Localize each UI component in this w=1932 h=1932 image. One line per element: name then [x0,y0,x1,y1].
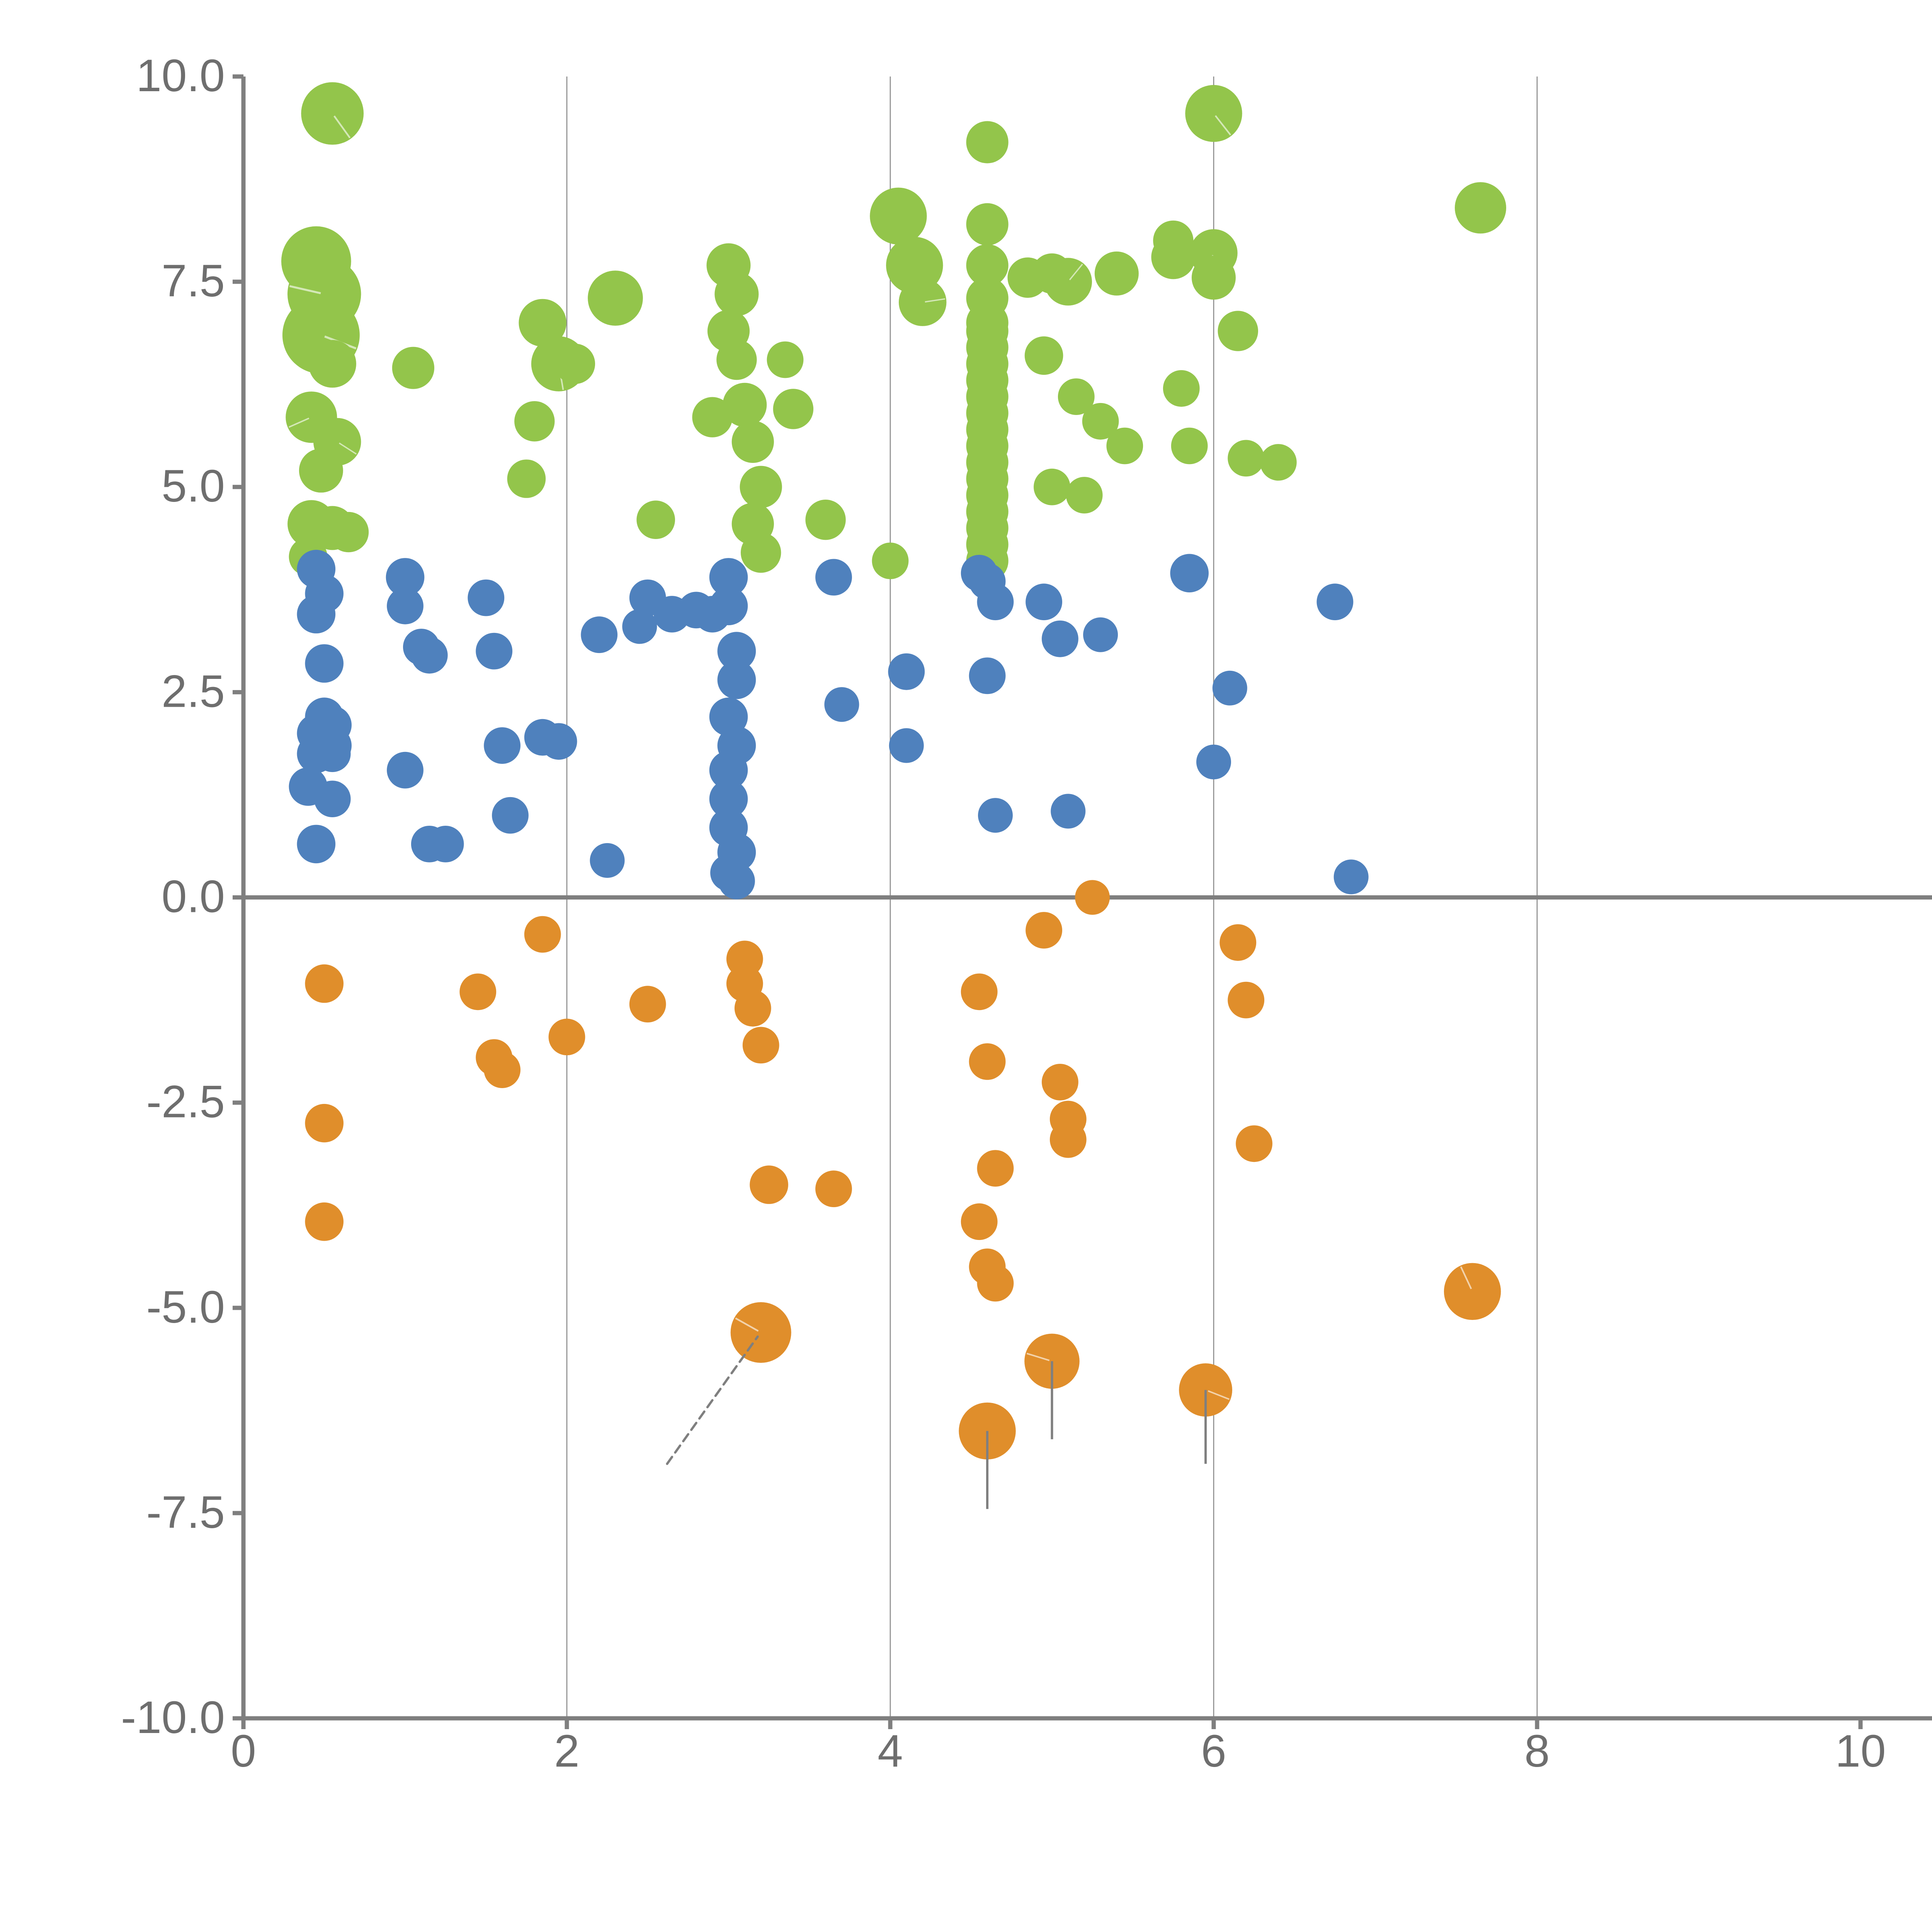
svg-text:6: 6 [1201,1726,1226,1777]
svg-text:2.5: 2.5 [162,666,225,717]
svg-text:0.0: 0.0 [162,871,225,922]
svg-text:8: 8 [1524,1726,1550,1777]
svg-text:-7.5: -7.5 [146,1487,225,1538]
svg-text:2: 2 [554,1726,580,1777]
svg-text:0: 0 [231,1726,256,1777]
svg-text:4: 4 [878,1726,903,1777]
svg-text:5.0: 5.0 [162,461,225,512]
svg-text:-10.0: -10.0 [121,1692,225,1743]
svg-text:10: 10 [1835,1726,1886,1777]
svg-text:-2.5: -2.5 [146,1077,225,1128]
svg-text:10.0: 10.0 [136,50,225,101]
svg-text:-5.0: -5.0 [146,1282,225,1333]
svg-text:7.5: 7.5 [162,255,225,306]
